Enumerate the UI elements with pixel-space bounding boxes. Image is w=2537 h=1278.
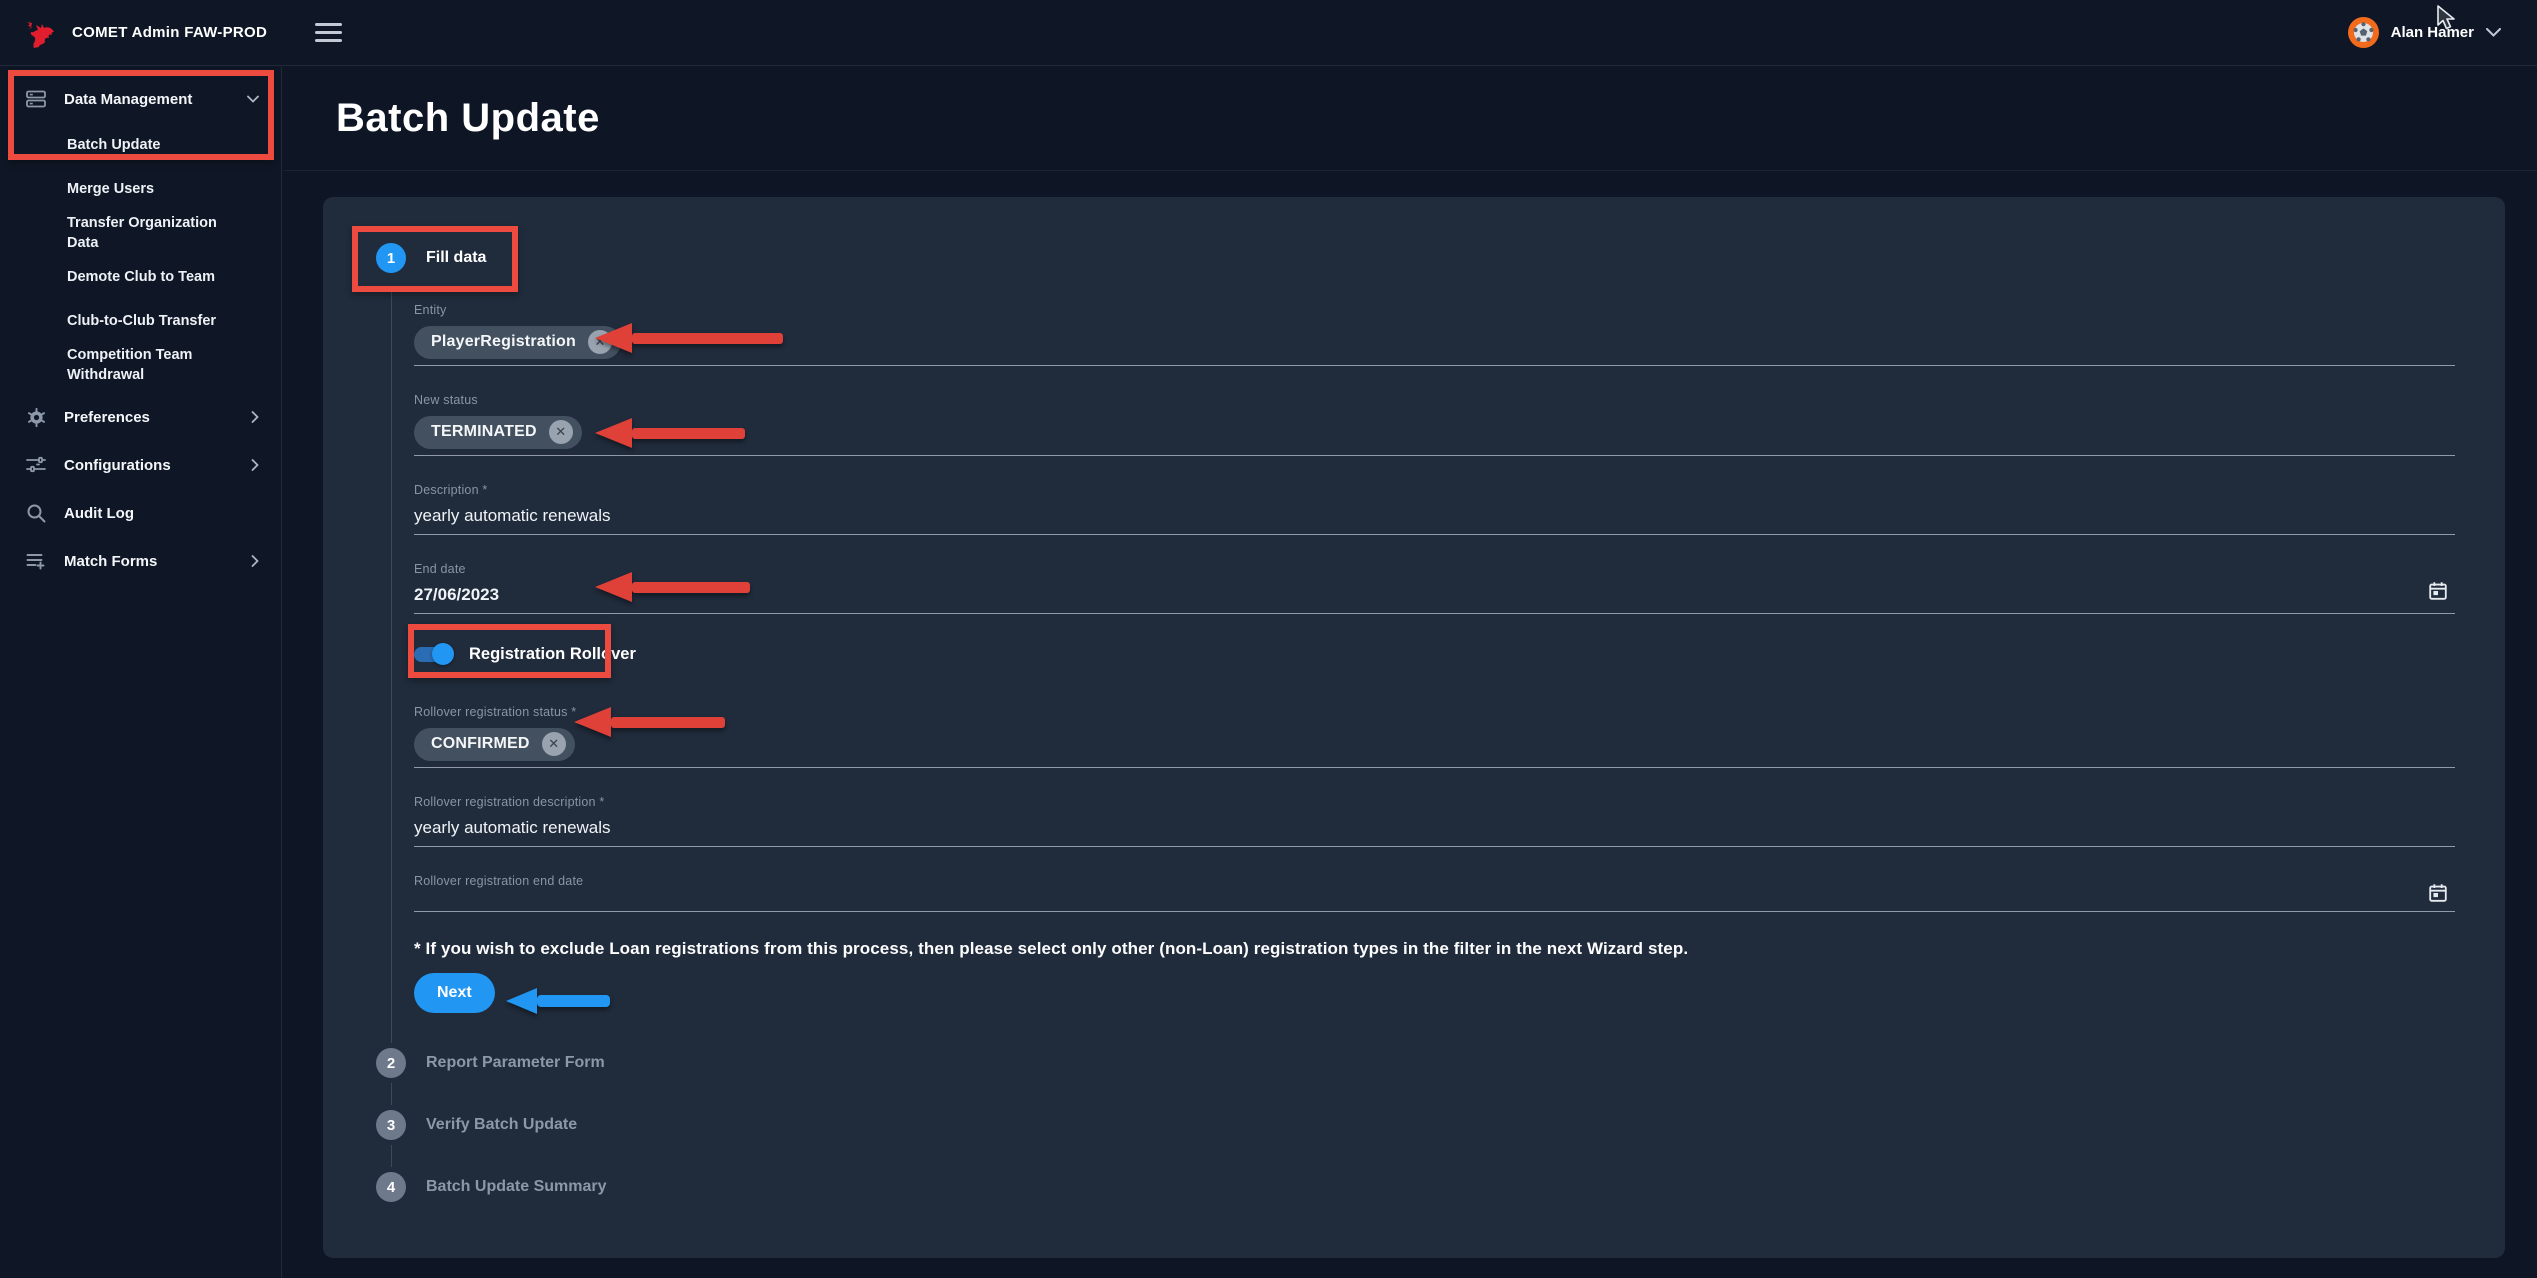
rollover-status-chip[interactable]: CONFIRMED ✕	[414, 727, 575, 761]
chip-remove-icon[interactable]: ✕	[548, 420, 573, 444]
calendar-icon[interactable]	[2427, 882, 2449, 904]
sidebar-item-configurations[interactable]: Configurations	[0, 441, 281, 489]
field-underline	[414, 365, 2455, 366]
sidebar-item-label: Data Management	[64, 90, 193, 108]
topbar: COMET Admin FAW-PROD Alan Hamer	[0, 0, 2537, 66]
step-number-badge: 4	[376, 1172, 406, 1202]
wizard-step-4[interactable]: 4 Batch Update Summary	[376, 1167, 2455, 1207]
sidebar-item-label: Preferences	[64, 408, 150, 426]
rollover-description-field: Rollover registration description * year…	[414, 795, 2455, 847]
page-title: Batch Update	[336, 96, 600, 140]
end-date-field: End date 27/06/2023	[414, 562, 2455, 614]
sidebar-item-transfer-organization-data[interactable]: Transfer Organization Data	[67, 215, 217, 251]
new-status-chip[interactable]: TERMINATED ✕	[414, 415, 582, 449]
chip-remove-icon[interactable]: ✕	[541, 732, 566, 756]
sidebar-item-batch-update[interactable]: Batch Update	[67, 137, 161, 153]
rollover-description-label: Rollover registration description *	[414, 795, 605, 809]
sidebar-item-demote-club-to-team[interactable]: Demote Club to Team	[67, 269, 215, 285]
chevron-right-icon	[251, 555, 259, 567]
entity-field: Entity PlayerRegistration ✕	[414, 303, 2455, 366]
calendar-icon[interactable]	[2427, 580, 2449, 602]
step-connector	[391, 1145, 2455, 1167]
description-label: Description *	[414, 483, 488, 497]
step-label: Report Parameter Form	[426, 1054, 605, 1071]
field-underline	[414, 534, 2455, 535]
wizard-step-1[interactable]: 1 Fill data	[376, 227, 2455, 289]
field-underline	[414, 846, 2455, 847]
field-underline	[414, 767, 2455, 768]
entity-chip[interactable]: PlayerRegistration ✕	[414, 325, 621, 359]
end-date-input[interactable]: 27/06/2023	[414, 585, 500, 604]
sidebar-item-merge-users[interactable]: Merge Users	[67, 181, 155, 197]
sidebar-item-label: Configurations	[64, 456, 171, 474]
rollover-end-date-field: Rollover registration end date	[414, 874, 2455, 912]
sidebar-item-competition-team-withdrawal[interactable]: Competition Team Withdrawal	[67, 347, 193, 383]
entity-label: Entity	[414, 303, 447, 317]
sidebar-item-audit-log[interactable]: Audit Log	[0, 489, 281, 537]
content-area: 1 Fill data Entity PlayerRegistration ✕ …	[283, 171, 2537, 1278]
sidebar-item-data-management[interactable]: Data Management	[0, 75, 281, 123]
rollover-end-date-input[interactable]	[414, 895, 2455, 905]
step-number-badge: 1	[376, 243, 406, 273]
page-header: Batch Update	[283, 67, 2537, 171]
gear-icon	[25, 407, 47, 428]
field-underline	[414, 613, 2455, 614]
field-underline	[414, 911, 2455, 912]
rollover-status-field: Rollover registration status * CONFIRMED…	[414, 705, 2455, 768]
user-menu[interactable]: Alan Hamer	[2347, 17, 2501, 48]
chip-remove-icon[interactable]: ✕	[587, 330, 612, 354]
step-label: Verify Batch Update	[426, 1116, 578, 1133]
list-plus-icon	[25, 551, 47, 571]
rollover-description-input[interactable]: yearly automatic renewals	[414, 818, 611, 837]
batch-update-card: 1 Fill data Entity PlayerRegistration ✕ …	[323, 197, 2505, 1258]
description-input[interactable]: yearly automatic renewals	[414, 506, 611, 525]
sliders-icon	[25, 455, 47, 475]
step-connector	[391, 1021, 2455, 1043]
field-underline	[414, 455, 2455, 456]
step-label: Batch Update Summary	[426, 1178, 607, 1195]
wizard-step-2[interactable]: 2 Report Parameter Form	[376, 1043, 2455, 1083]
registration-rollover-row: Registration Rollover	[414, 641, 2455, 667]
step-label: Fill data	[426, 249, 487, 266]
new-status-field: New status TERMINATED ✕	[414, 393, 2455, 456]
faw-dragon-logo	[27, 21, 54, 48]
chevron-right-icon	[251, 459, 259, 471]
server-stack-icon	[25, 89, 47, 109]
brand: COMET Admin FAW-PROD	[0, 16, 282, 50]
end-date-label: End date	[414, 562, 466, 576]
main-area: Batch Update 1 Fill data Entity PlayerRe…	[283, 67, 2537, 1278]
sidebar: Data Management Batch Update Merge Users…	[0, 67, 282, 1278]
search-icon	[25, 503, 47, 523]
sidebar-item-label: Audit Log	[64, 504, 134, 522]
step-number-badge: 2	[376, 1048, 406, 1078]
menu-icon[interactable]	[315, 23, 342, 42]
chevron-down-icon	[247, 95, 259, 103]
loan-exclusion-note: * If you wish to exclude Loan registrati…	[414, 939, 1689, 958]
user-avatar-soccer-icon	[2347, 17, 2379, 48]
sidebar-item-club-to-club-transfer[interactable]: Club-to-Club Transfer	[67, 313, 217, 329]
registration-rollover-label: Registration Rollover	[469, 644, 636, 663]
sidebar-item-preferences[interactable]: Preferences	[0, 393, 281, 441]
rollover-status-label: Rollover registration status *	[414, 705, 577, 719]
description-field: Description * yearly automatic renewals	[414, 483, 2455, 535]
step-number-badge: 3	[376, 1110, 406, 1140]
step-connector	[391, 1083, 2455, 1105]
toggle-thumb	[432, 642, 454, 665]
step-1-content: Entity PlayerRegistration ✕ New status T…	[391, 289, 2455, 1021]
sidebar-item-label: Match Forms	[64, 552, 158, 570]
wizard-step-3[interactable]: 3 Verify Batch Update	[376, 1105, 2455, 1145]
chevron-down-icon	[2486, 28, 2501, 37]
app-title: COMET Admin FAW-PROD	[72, 24, 268, 41]
chevron-right-icon	[251, 411, 259, 423]
new-status-label: New status	[414, 393, 478, 407]
next-button[interactable]: Next	[414, 973, 495, 1013]
registration-rollover-toggle[interactable]	[414, 642, 454, 665]
rollover-end-date-label: Rollover registration end date	[414, 874, 584, 888]
user-name: Alan Hamer	[2390, 24, 2474, 41]
sidebar-item-match-forms[interactable]: Match Forms	[0, 537, 281, 585]
